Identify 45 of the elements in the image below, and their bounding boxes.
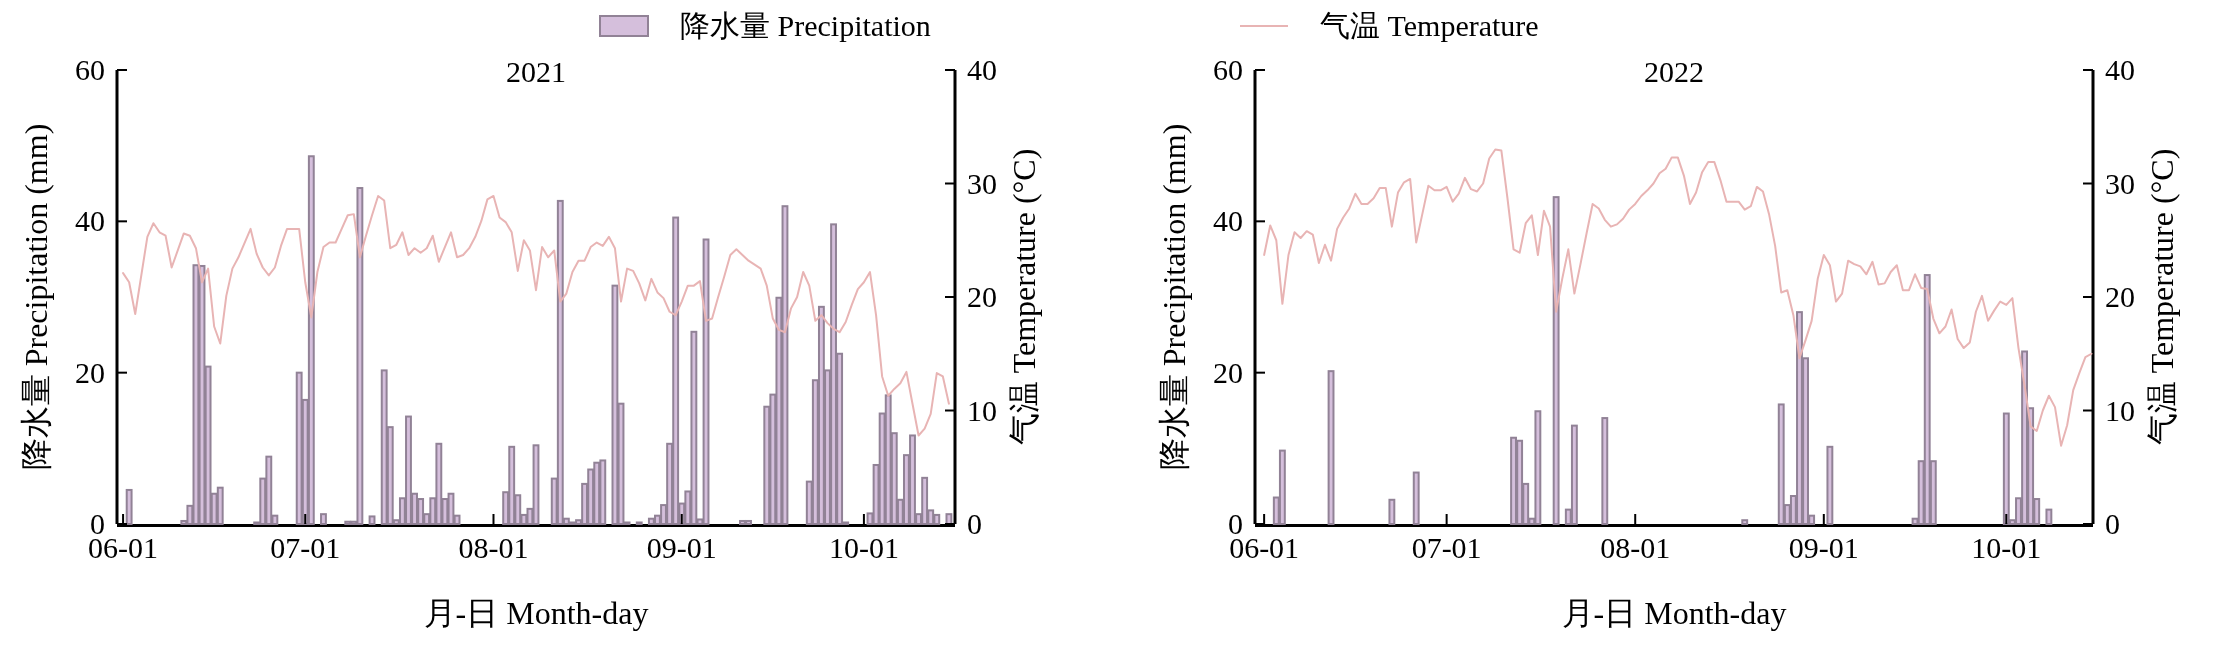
bar xyxy=(1552,196,1560,525)
y-tick-label: 60 xyxy=(75,53,105,86)
x-tick-label: 10-01 xyxy=(828,531,899,564)
x-tick-label: 08-01 xyxy=(1600,531,1671,564)
x-tick-label: 07-01 xyxy=(270,531,341,564)
x-axis-title: 月-日 Month-day xyxy=(1561,595,1787,631)
bar xyxy=(1741,519,1749,525)
y-axis-title: 降水量 Precipitation (mm) xyxy=(18,123,54,471)
bar xyxy=(1601,417,1609,525)
y2-tick-label: 30 xyxy=(967,166,997,200)
bar xyxy=(344,520,352,525)
bar xyxy=(1826,445,1834,525)
y2-tick-label: 0 xyxy=(967,507,982,540)
y-tick-label: 20 xyxy=(1213,355,1243,389)
y2-tick-label: 10 xyxy=(967,393,997,427)
y2-tick-label: 40 xyxy=(2105,53,2135,86)
y2-tick-label: 30 xyxy=(2105,166,2135,200)
bar xyxy=(125,488,133,525)
x-tick-label: 08-01 xyxy=(458,531,529,564)
y-axis-title: 降水量 Precipitation (mm) xyxy=(1156,123,1192,471)
y2-tick-label: 0 xyxy=(2105,507,2120,540)
bar xyxy=(1412,471,1420,525)
x-tick-label: 09-01 xyxy=(1788,531,1859,564)
y-tick-label: 60 xyxy=(1213,53,1243,86)
bar xyxy=(368,515,376,525)
y2-tick-label: 20 xyxy=(967,280,997,313)
y2-tick-label: 40 xyxy=(967,53,997,86)
x-axis-title: 月-日 Month-day xyxy=(423,595,649,631)
y2-tick-label: 10 xyxy=(2105,393,2135,427)
y2-axis-title: 气温 Temperature (°C) xyxy=(2144,148,2180,446)
legend-label: 降水量 Precipitation xyxy=(680,9,931,42)
chart-title: 2022 xyxy=(1644,55,1704,88)
chart-title: 2021 xyxy=(506,55,566,88)
x-tick-label: 09-01 xyxy=(646,531,717,564)
y2-tick-label: 20 xyxy=(2105,280,2135,313)
x-tick-label: 07-01 xyxy=(1411,531,1482,564)
bar xyxy=(1388,498,1396,525)
bar xyxy=(320,513,327,525)
y-tick-label: 20 xyxy=(75,355,105,389)
bar xyxy=(2045,508,2053,525)
x-tick-label: 10-01 xyxy=(1971,531,2042,564)
y-tick-label: 40 xyxy=(1213,204,1243,238)
y-tick-label: 40 xyxy=(75,204,105,238)
legend-label: 气温 Temperature xyxy=(1320,9,1539,42)
y2-axis-title: 气温 Temperature (°C) xyxy=(1006,148,1042,446)
